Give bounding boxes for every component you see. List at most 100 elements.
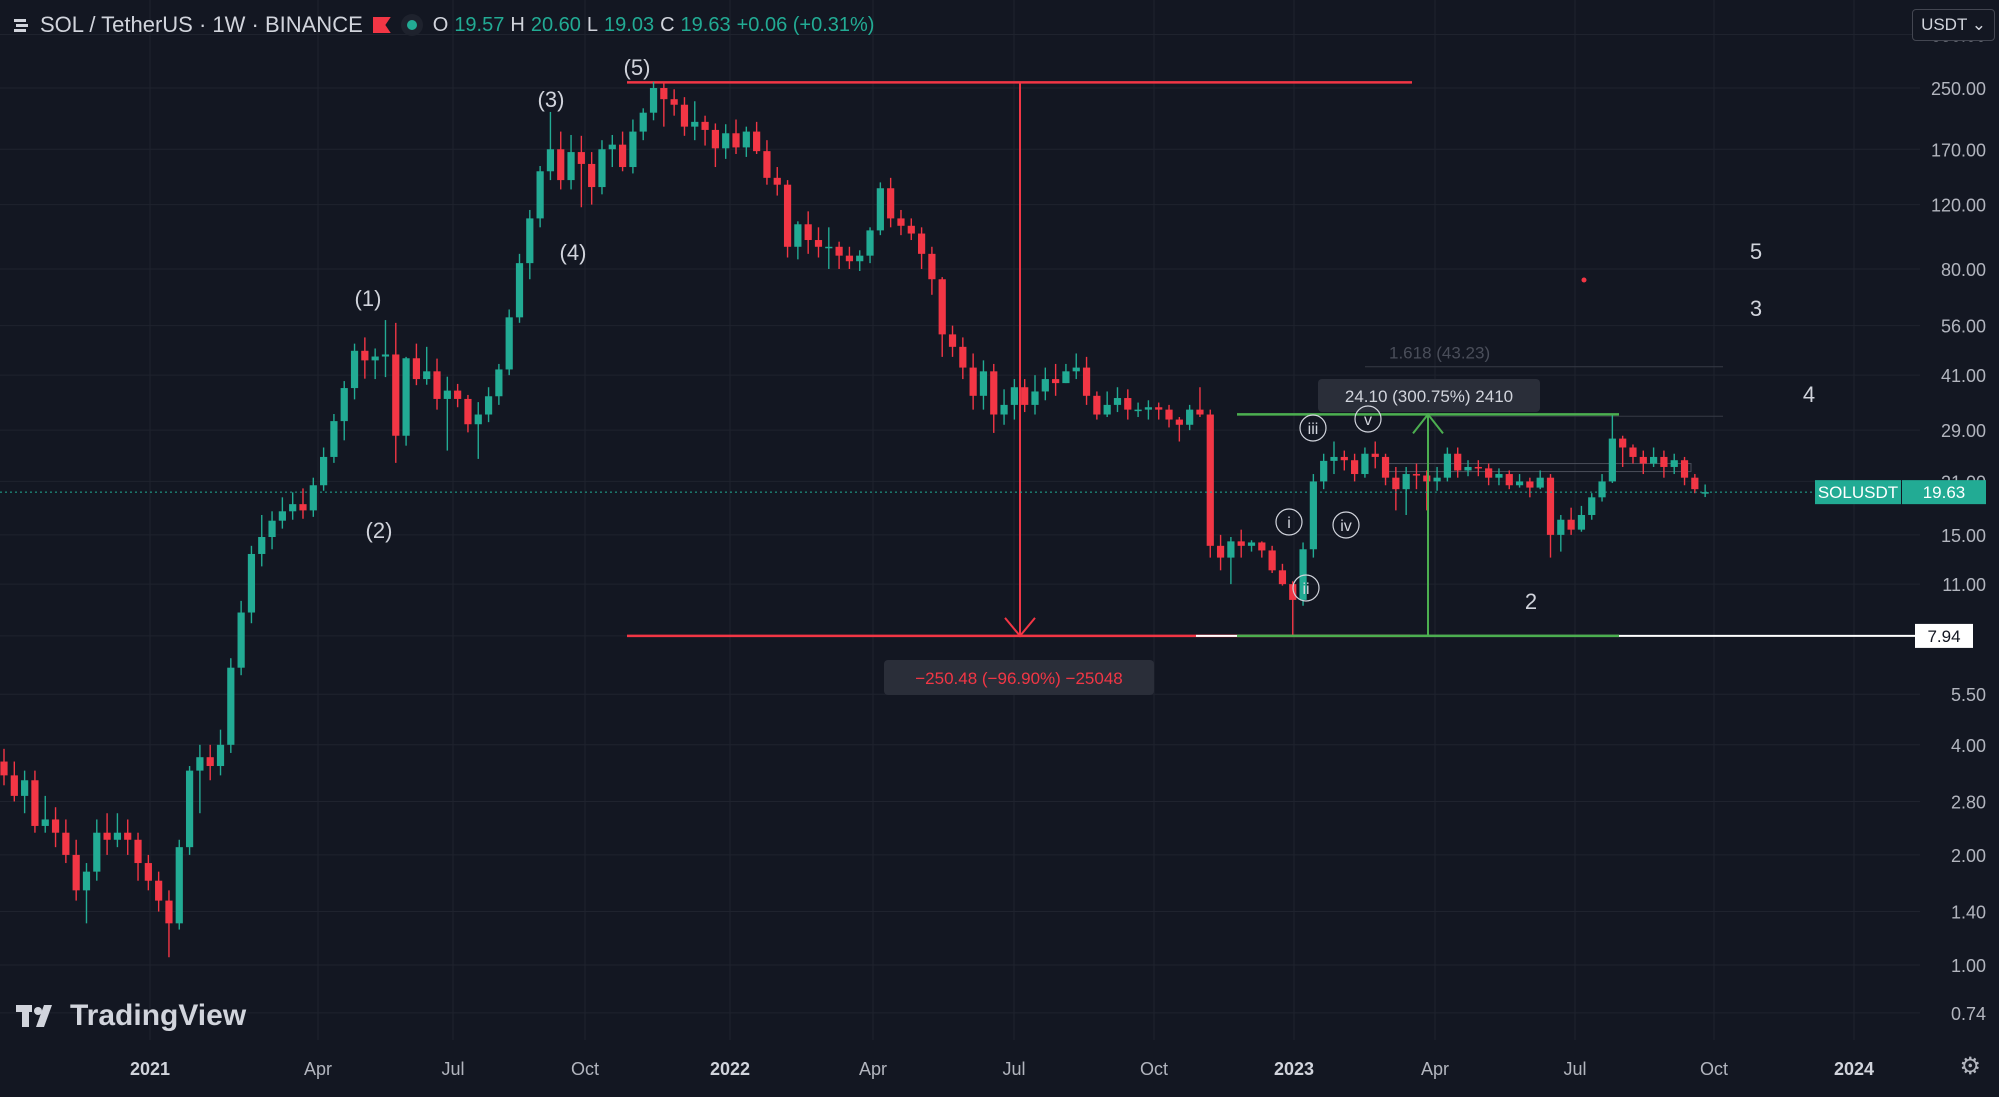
measure-up-arrowhead xyxy=(1412,412,1444,434)
y-tick-label: 1.00 xyxy=(1951,956,1986,976)
candle-body xyxy=(1392,477,1400,490)
candle-body xyxy=(124,832,132,840)
candle-body xyxy=(1650,456,1658,464)
candle-body xyxy=(938,279,946,335)
candle-body xyxy=(1196,409,1204,415)
candle-body xyxy=(588,163,596,188)
candle-body xyxy=(835,246,843,256)
candle-body xyxy=(1155,407,1163,410)
crosshair-price-label: 7.94 xyxy=(1927,627,1960,646)
candle-body xyxy=(1588,497,1596,515)
symbol-title[interactable]: SOL / TetherUS · 1W · BINANCE xyxy=(40,12,363,37)
candle-body xyxy=(72,854,80,891)
y-tick-label: 15.00 xyxy=(1941,526,1986,546)
change-value: +0.06 (+0.31%) xyxy=(736,13,875,36)
candle-body xyxy=(144,863,152,881)
candle-body xyxy=(433,371,441,399)
y-tick-label: 4.00 xyxy=(1951,736,1986,756)
x-tick-label: 2021 xyxy=(130,1059,170,1079)
currency-button[interactable]: USDT ⌄ xyxy=(1912,9,1995,41)
symbol-tag-box xyxy=(1815,480,1901,505)
wave-label: (3) xyxy=(538,87,565,112)
symbol-tag: SOLUSDT xyxy=(1818,483,1898,502)
candle-body xyxy=(546,149,555,172)
candle-body xyxy=(505,317,513,370)
wave-circle xyxy=(1299,414,1327,442)
candle-body xyxy=(1175,419,1183,425)
candle-body xyxy=(639,112,647,132)
y-tick-label: 11.00 xyxy=(1942,575,1986,595)
last-price-label: 19.63 xyxy=(1923,483,1966,502)
tradingview-logo[interactable]: TradingView xyxy=(16,999,246,1033)
candle-body xyxy=(474,414,482,425)
wave-label: iv xyxy=(1340,518,1352,535)
settings-gear-icon[interactable]: ⚙ xyxy=(1959,1053,1981,1080)
high-value: 20.60 xyxy=(530,13,581,36)
candle-body xyxy=(1144,407,1153,410)
x-tick-label: Apr xyxy=(304,1059,332,1079)
candle-body xyxy=(1103,404,1111,415)
wave-label: ii xyxy=(1302,581,1309,598)
wave-label: (4) xyxy=(560,240,587,265)
wave-label: 3 xyxy=(1750,296,1762,321)
wave-circle xyxy=(1332,511,1360,539)
candle-body xyxy=(897,218,905,226)
candle-body xyxy=(928,253,936,280)
candle-body xyxy=(155,880,163,901)
candle-body xyxy=(443,390,451,399)
candle-body xyxy=(1598,481,1606,498)
candle-body xyxy=(454,390,462,399)
close-label: C xyxy=(660,13,675,36)
candle-body xyxy=(484,396,493,415)
measure-down-label-box xyxy=(884,660,1154,695)
candle-body xyxy=(381,354,390,357)
open-value: 19.57 xyxy=(454,13,505,36)
candle-body xyxy=(732,133,740,148)
x-tick-label: 2022 xyxy=(710,1059,750,1079)
candle-body xyxy=(1485,468,1493,478)
candle-body xyxy=(1423,475,1431,482)
candle-body xyxy=(62,832,70,855)
candle-body xyxy=(1206,414,1214,546)
candle-body xyxy=(814,240,823,247)
candle-body xyxy=(1258,542,1266,551)
candle-body xyxy=(876,188,884,231)
brand-name: TradingView xyxy=(70,999,247,1032)
candle-body xyxy=(10,775,18,796)
low-label: L xyxy=(586,13,599,36)
candle-body xyxy=(1371,453,1379,457)
candle-body xyxy=(103,832,111,840)
wave-label: v xyxy=(1364,412,1372,429)
x-tick-label: Oct xyxy=(1140,1059,1168,1079)
candle-body xyxy=(1237,541,1245,546)
candle-body xyxy=(196,757,204,771)
market-status-icon[interactable] xyxy=(400,14,423,36)
flag-icon[interactable] xyxy=(372,17,391,33)
wave-label: 5 xyxy=(1750,239,1762,264)
y-tick-label: 120.00 xyxy=(1931,196,1986,216)
wave-label: (1) xyxy=(355,286,382,311)
range-box xyxy=(1384,463,1692,473)
y-tick-label: 0.74 xyxy=(1951,1004,1986,1024)
candle-body xyxy=(1268,550,1276,571)
candle-body xyxy=(948,334,957,347)
candle-body xyxy=(1608,438,1616,482)
candle-body xyxy=(1289,584,1297,600)
wave-circle xyxy=(1275,508,1303,536)
candle-body xyxy=(165,900,173,924)
candle-body xyxy=(887,188,895,219)
candle-body xyxy=(371,356,379,361)
candle-body xyxy=(515,263,524,318)
wave-label: 4 xyxy=(1803,382,1815,407)
candle-body xyxy=(1546,477,1555,535)
candle-body xyxy=(1124,398,1132,410)
candle-body xyxy=(41,819,49,826)
x-tick-label: Oct xyxy=(571,1059,599,1079)
candle-body xyxy=(1691,477,1699,490)
candle-body xyxy=(722,133,730,149)
candle-body xyxy=(1052,379,1060,384)
candle-body xyxy=(773,177,781,185)
wave-label: i xyxy=(1287,515,1291,532)
candle-body xyxy=(1062,371,1070,384)
